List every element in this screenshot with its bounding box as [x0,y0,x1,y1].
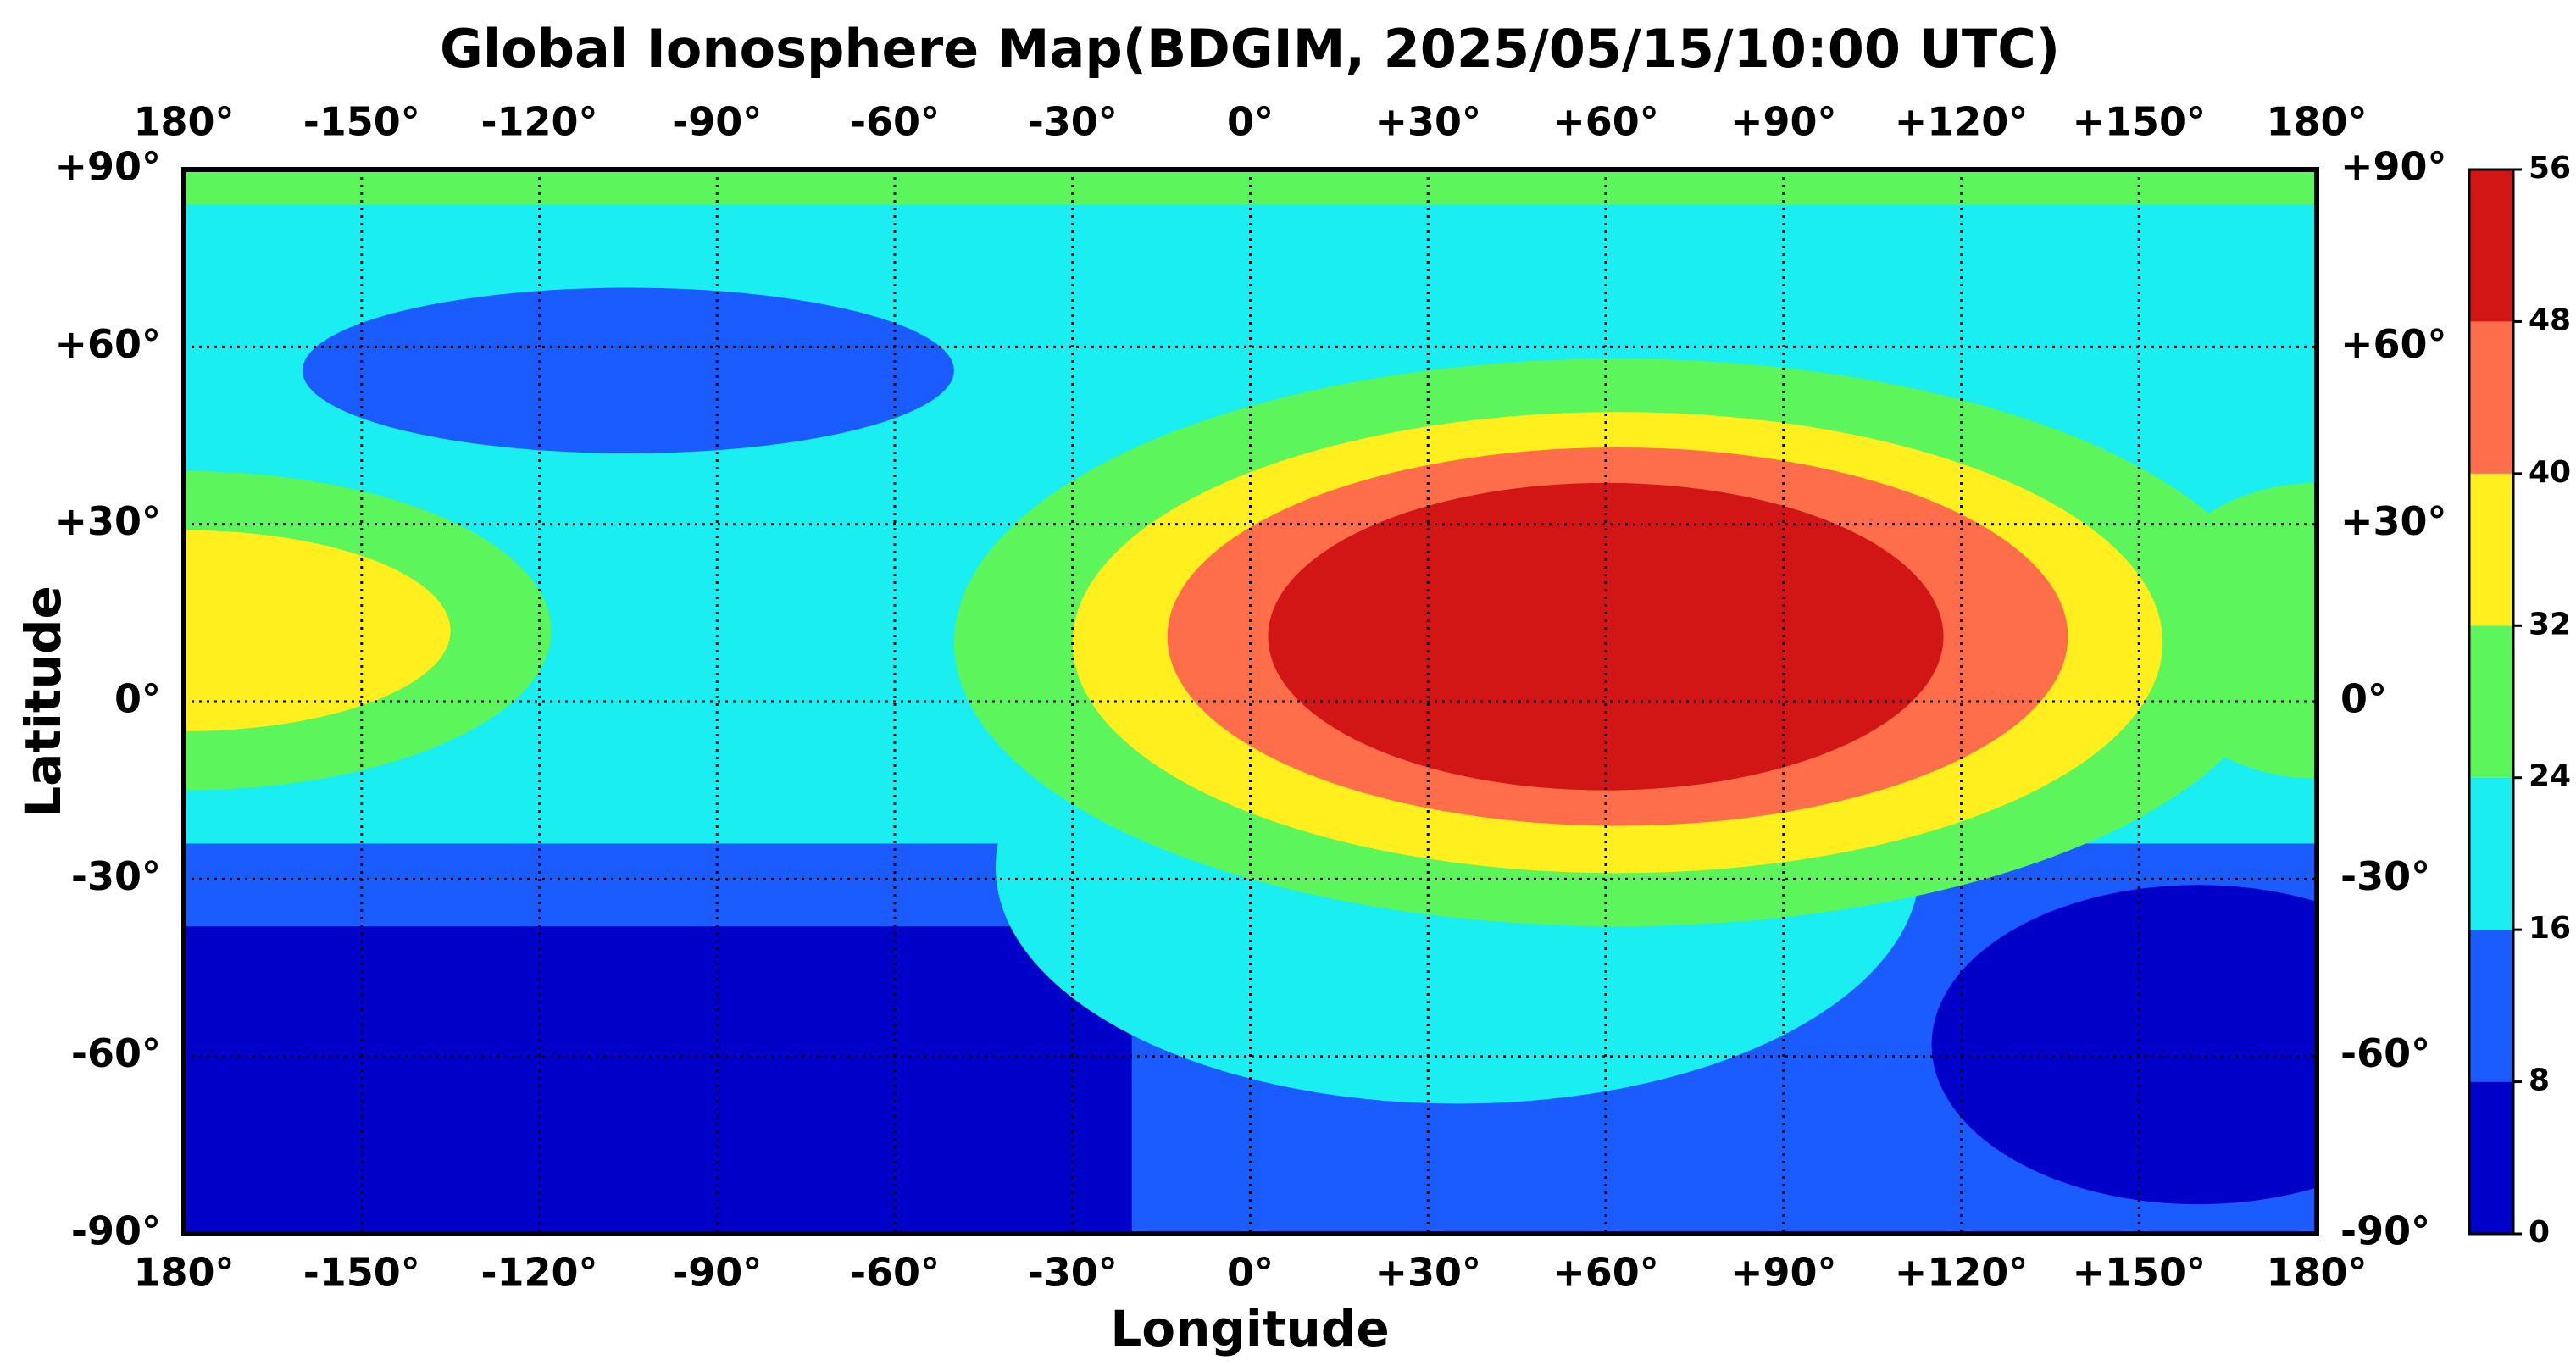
chart-title: Global Ionosphere Map(BDGIM, 2025/05/15/… [440,18,2060,80]
colorbar-tick-label: 24 [2529,759,2571,794]
contour-band [184,926,1132,1234]
colorbar-segment [2469,625,2513,778]
x-tick-label: -120° [480,1250,597,1296]
x-axis-label: Longitude [1110,1300,1389,1358]
x-tick-label: 0° [1227,99,1274,145]
x-tick-label: +120° [1895,1250,2029,1296]
colorbar-tick-label: 40 [2529,455,2571,490]
x-tick-label: -90° [672,1250,762,1296]
x-tick-label: +90° [1730,99,1837,145]
colorbar-tick-label: 56 [2529,151,2571,186]
y-tick-label: +60° [54,321,161,367]
colorbar-segment [2469,1081,2513,1234]
y-tick-label: -90° [71,1208,161,1254]
x-tick-label: +60° [1552,1250,1659,1296]
x-tick-label: 180° [2266,1250,2367,1296]
x-tick-label: +30° [1374,99,1481,145]
y-tick-label: +30° [54,498,161,544]
plot-frame [181,167,2319,1236]
y-tick-label: 0° [2340,676,2387,722]
colorbar-frame [2468,168,2515,1236]
colorbar-segment [2469,777,2513,930]
colorbar-segment [2469,321,2513,474]
y-tick-label: -90° [2340,1208,2430,1254]
colorbar-tick-label: 8 [2529,1063,2550,1098]
y-axis-label: Latitude [14,586,72,818]
contour-band [1931,885,2317,1205]
y-tick-label: +60° [2340,321,2447,367]
y-tick-label: +90° [2340,144,2447,190]
contour-field [184,169,2317,1234]
x-tick-label: -90° [672,99,762,145]
x-tick-label: -60° [850,99,940,145]
colorbar-segment [2469,930,2513,1082]
x-tick-label: 0° [1227,1250,1274,1296]
contour-band [184,530,451,731]
x-tick-label: -60° [850,1250,940,1296]
colorbar-segment [2469,473,2513,626]
x-tick-label: +120° [1895,99,2029,145]
x-tick-label: +30° [1374,1250,1481,1296]
x-tick-label: +150° [2072,1250,2206,1296]
x-tick-label: -150° [303,1250,420,1296]
axes: 180° 180° -150° -150° -120° -120° -90° -90° -60°… [54,99,2571,1296]
y-tick-label: +90° [54,144,161,190]
colorbar-tick-label: 32 [2529,607,2571,641]
contour-band [302,287,954,453]
colorbar-tick-label: 0 [2529,1215,2550,1250]
x-tick-label: +90° [1730,1250,1837,1296]
y-tick-label: +30° [2340,498,2447,544]
x-tick-label: -30° [1028,99,1118,145]
y-tick-label: -30° [71,853,161,899]
y-tick-label: 0° [114,676,161,722]
x-tick-label: -30° [1028,1250,1118,1296]
y-tick-label: -30° [2340,853,2430,899]
x-tick-label: -150° [303,99,420,145]
x-tick-label: 180° [133,1250,234,1296]
x-tick-label: +150° [2072,99,2206,145]
colorbar-segment [2469,169,2513,322]
x-tick-label: +60° [1552,99,1659,145]
x-tick-label: 180° [2266,99,2367,145]
y-tick-label: -60° [71,1030,161,1076]
colorbar-tick-label: 48 [2529,303,2571,337]
x-tick-label: -120° [480,99,597,145]
x-tick-label: 180° [133,99,234,145]
colorbar-tick-label: 16 [2529,911,2571,946]
y-tick-label: -60° [2340,1030,2430,1076]
